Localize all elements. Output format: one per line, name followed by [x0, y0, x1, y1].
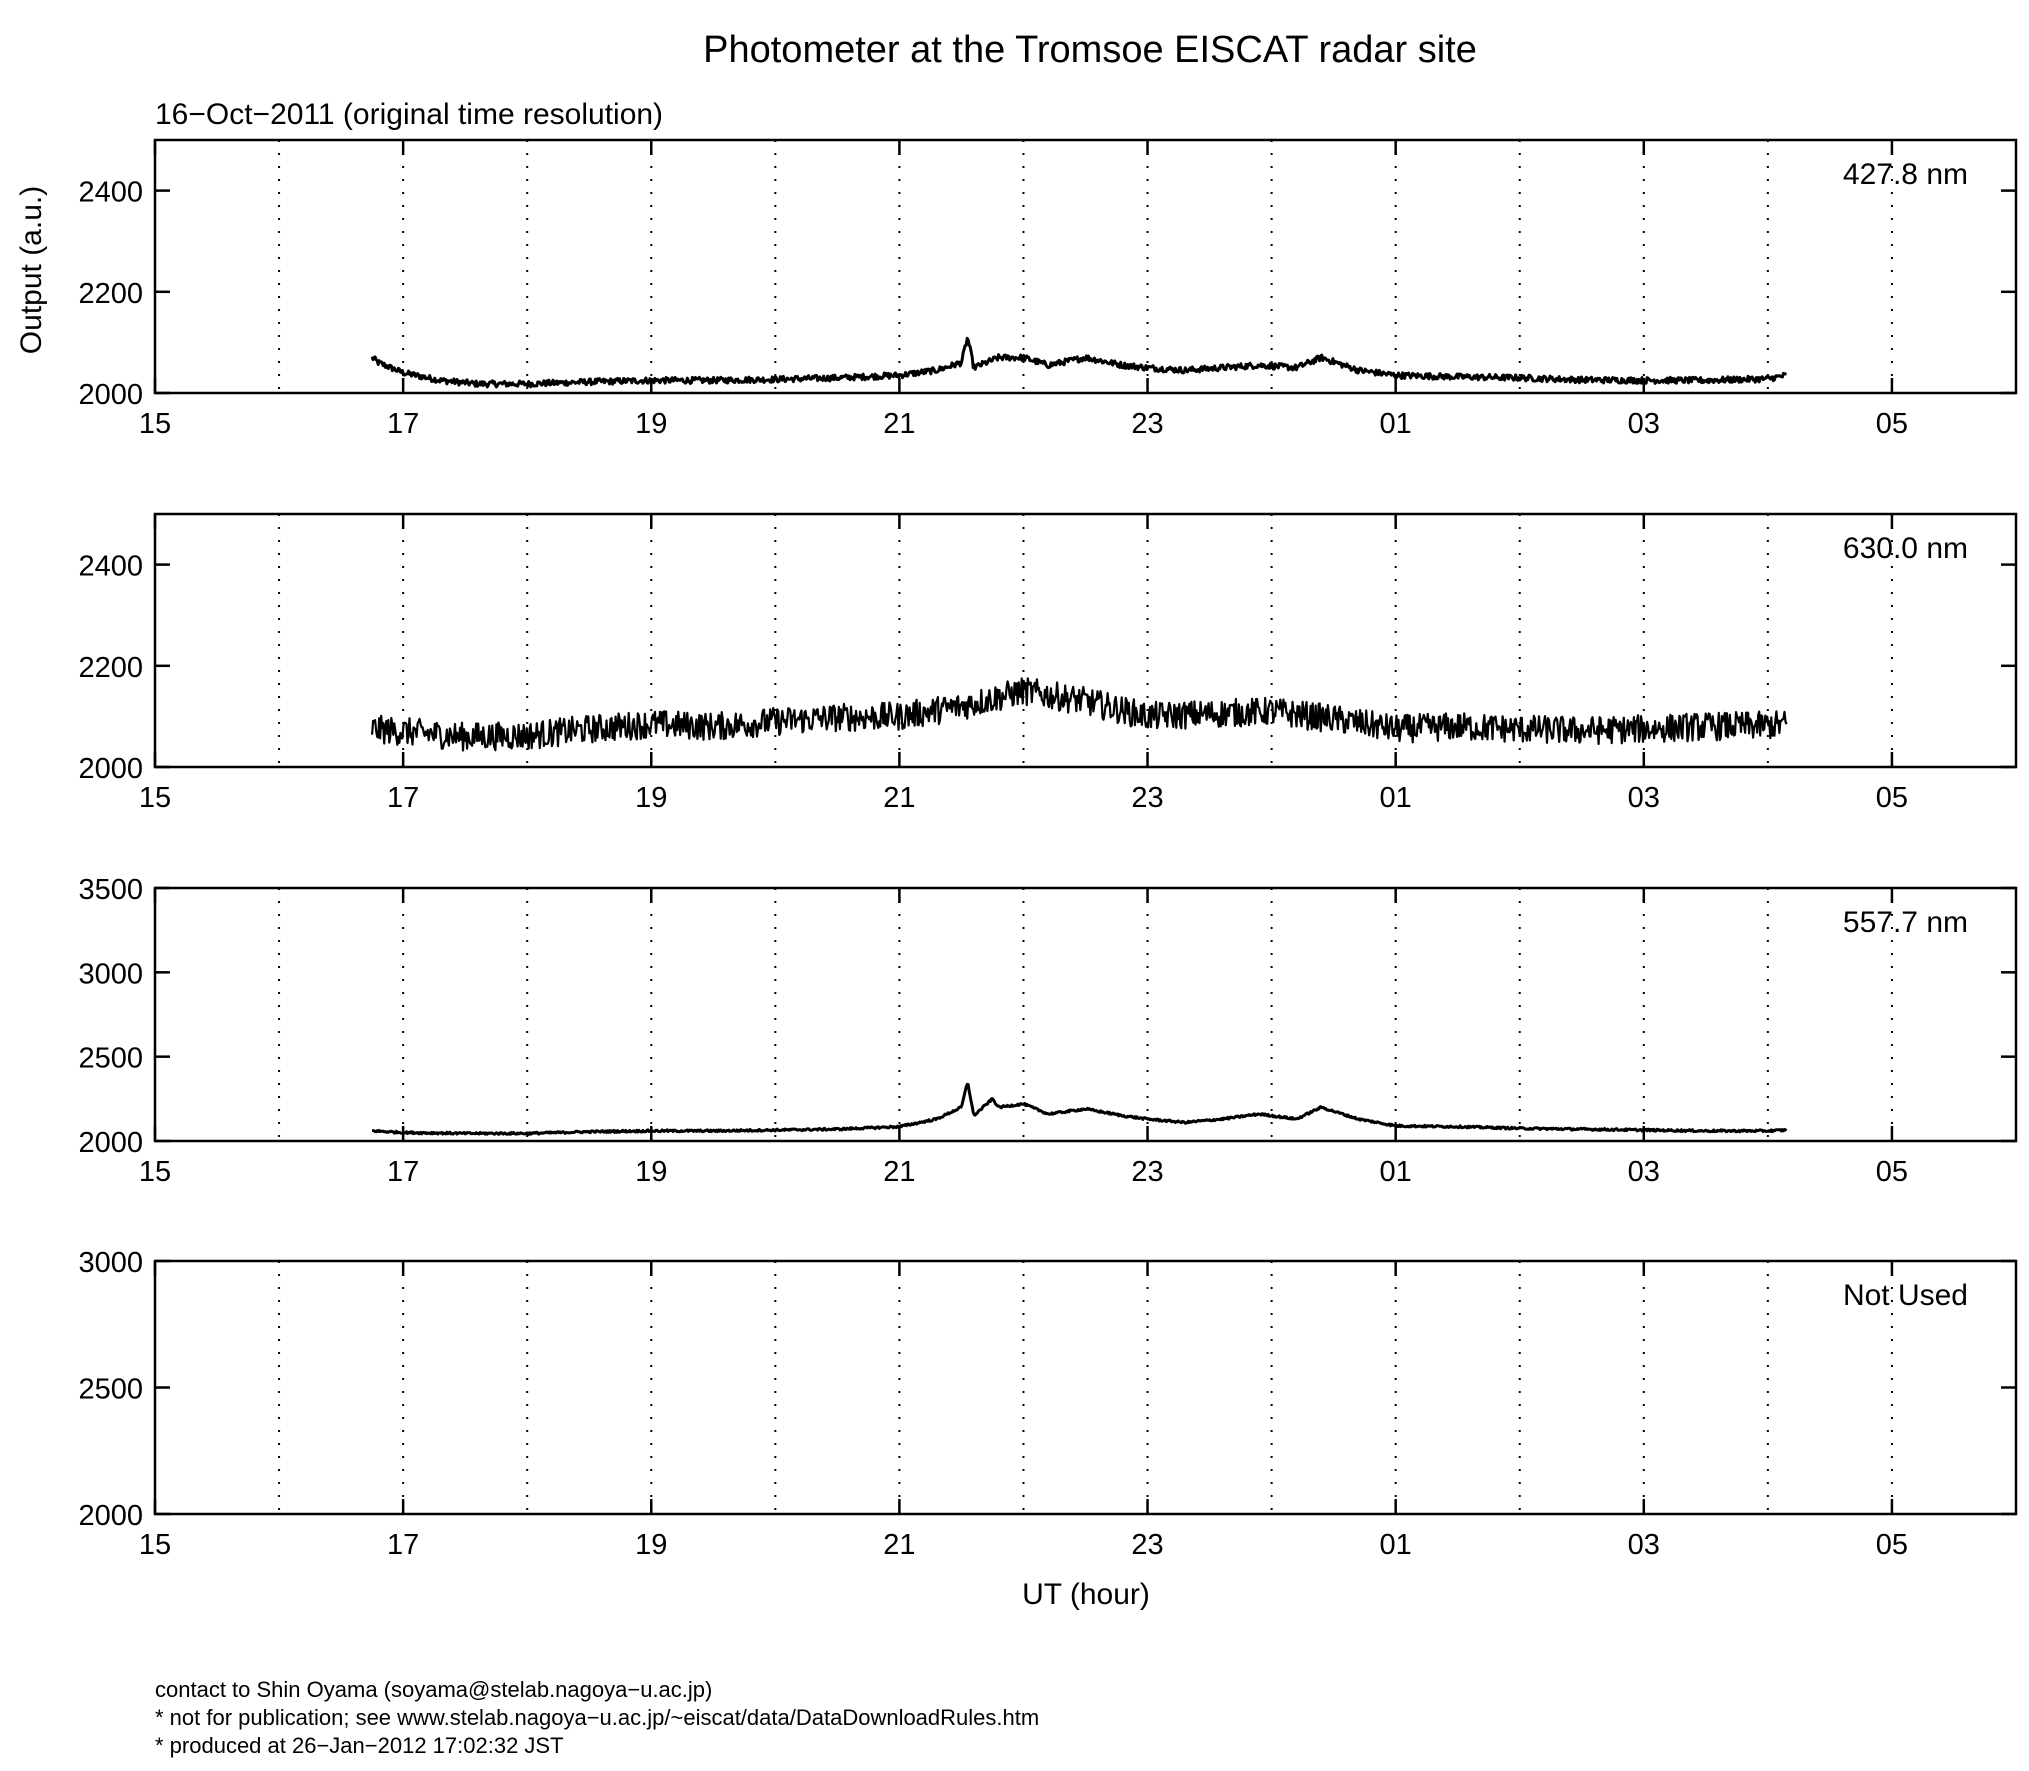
- x-tick-label: 05: [1876, 1529, 1908, 1561]
- series-line: [371, 1082, 1788, 1136]
- y-tick-label: 3500: [78, 874, 143, 906]
- x-tick-label: 15: [139, 1156, 171, 1188]
- x-tick-label: 21: [883, 1156, 915, 1188]
- y-tick-label: 2400: [78, 551, 143, 583]
- figure-subtitle: 16−Oct−2011 (original time resolution): [155, 98, 663, 131]
- axes-box: [153, 512, 2018, 769]
- x-tick-label: 15: [139, 782, 171, 814]
- x-tick-label: 23: [1131, 408, 1163, 440]
- panel-label: 427.8 nm: [1843, 158, 1968, 191]
- x-tick-label: 23: [1131, 782, 1163, 814]
- panel-label: 557.7 nm: [1843, 906, 1968, 939]
- axes-box: [153, 1259, 2018, 1516]
- footer-produced: * produced at 26−Jan−2012 17:02:32 JST: [155, 1733, 564, 1758]
- x-tick-label: 23: [1131, 1156, 1163, 1188]
- footer-contact: contact to Shin Oyama (soyama@stelab.nag…: [155, 1677, 712, 1702]
- y-tick-label: 2500: [78, 1374, 143, 1406]
- x-tick-label: 01: [1380, 1529, 1412, 1561]
- x-axis-label: UT (hour): [1022, 1578, 1150, 1611]
- y-tick-label: 3000: [78, 1247, 143, 1279]
- x-tick-label: 05: [1876, 782, 1908, 814]
- x-tick-label: 17: [387, 1529, 419, 1561]
- x-tick-label: 15: [139, 1529, 171, 1561]
- x-tick-label: 19: [635, 1156, 667, 1188]
- series-line: [371, 677, 1788, 752]
- panels: 15 17 19 21 23 01 03 05 2000 2200 2400 427.8 nm 15 17…: [78, 138, 2018, 1561]
- panel-label: 630.0 nm: [1843, 532, 1968, 565]
- x-tick-label: 05: [1876, 408, 1908, 440]
- panel-4: 15 17 19 21 23 01 03 05 2000 2500 3000 Not Used: [78, 1247, 2018, 1561]
- panel-1: 15 17 19 21 23 01 03 05 2000 2200 2400 427.8 nm: [78, 138, 2018, 440]
- y-tick-label: 2200: [78, 278, 143, 310]
- x-tick-label: 21: [883, 408, 915, 440]
- axes-box: [153, 886, 2018, 1143]
- x-tick-label: 23: [1131, 1529, 1163, 1561]
- series-line: [370, 336, 1787, 389]
- x-tick-label: 17: [387, 408, 419, 440]
- y-tick-label: 2000: [78, 379, 143, 411]
- y-axis-label: Output (a.u.): [15, 186, 48, 354]
- x-tick-label: 03: [1628, 1529, 1660, 1561]
- x-tick-label: 19: [635, 1529, 667, 1561]
- footer-publication-note: * not for publication; see www.stelab.na…: [155, 1705, 1039, 1730]
- y-tick-label: 2000: [78, 753, 143, 785]
- y-tick-label: 3000: [78, 958, 143, 990]
- y-tick-label: 2000: [78, 1127, 143, 1159]
- x-tick-label: 15: [139, 408, 171, 440]
- panel-3: 15 17 19 21 23 01 03 05 2000 2500 3000 3500 557.7 nm: [78, 874, 2018, 1188]
- x-tick-label: 19: [635, 408, 667, 440]
- x-tick-label: 19: [635, 782, 667, 814]
- x-tick-label: 17: [387, 1156, 419, 1188]
- x-tick-label: 03: [1628, 408, 1660, 440]
- axes-box: [153, 138, 2018, 395]
- x-tick-label: 03: [1628, 782, 1660, 814]
- x-tick-label: 01: [1380, 408, 1412, 440]
- y-tick-label: 2000: [78, 1500, 143, 1532]
- x-tick-label: 01: [1380, 782, 1412, 814]
- y-tick-label: 2400: [78, 177, 143, 209]
- figure-title: Photometer at the Tromsoe EISCAT radar s…: [703, 29, 1477, 71]
- x-tick-label: 03: [1628, 1156, 1660, 1188]
- x-tick-label: 21: [883, 1529, 915, 1561]
- footer: contact to Shin Oyama (soyama@stelab.nag…: [155, 1677, 1039, 1758]
- x-tick-label: 01: [1380, 1156, 1412, 1188]
- panel-label: Not Used: [1843, 1279, 1968, 1312]
- y-tick-label: 2200: [78, 652, 143, 684]
- x-tick-label: 17: [387, 782, 419, 814]
- x-tick-label: 05: [1876, 1156, 1908, 1188]
- x-tick-label: 21: [883, 782, 915, 814]
- y-tick-label: 2500: [78, 1043, 143, 1075]
- panel-2: 15 17 19 21 23 01 03 05 2000 2200 2400 630.0 nm: [78, 512, 2018, 814]
